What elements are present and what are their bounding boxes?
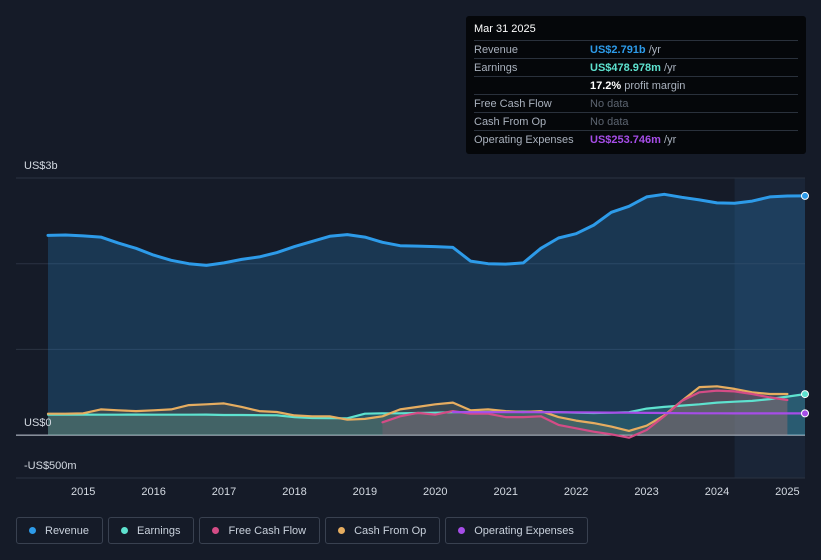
tooltip-row-opex: Operating Expenses US$253.746m /yr <box>474 131 798 148</box>
tooltip-label: Cash From Op <box>474 115 547 128</box>
x-tick-label: 2018 <box>282 486 306 498</box>
free-cash-flow-area <box>382 390 788 438</box>
tooltip-row-cfo: Cash From Op No data <box>474 113 798 131</box>
revenue-dot-icon <box>29 527 36 534</box>
tooltip-row-fcf: Free Cash Flow No data <box>474 95 798 113</box>
tooltip-label: Revenue <box>474 43 519 56</box>
legend-label: Revenue <box>45 524 90 537</box>
free-cash-flow-line <box>381 389 789 439</box>
earnings-end-marker <box>801 390 809 399</box>
x-tick-label: 2017 <box>212 486 236 498</box>
x-tick-label: 2024 <box>705 486 729 498</box>
legend-label: Operating Expenses <box>474 524 574 537</box>
legend-item-revenue[interactable]: Revenue <box>16 517 104 544</box>
tooltip-date: Mar 31 2025 <box>474 23 798 41</box>
legend-label: Cash From Op <box>354 524 427 537</box>
tooltip-value: No data <box>590 115 629 128</box>
revenue-line <box>46 192 807 267</box>
legend-item-cash-from-op[interactable]: Cash From Op <box>325 517 441 544</box>
tooltip-suffix: /yr <box>645 43 661 56</box>
chart-legend: Revenue Earnings Free Cash Flow Cash Fro… <box>16 517 588 544</box>
legend-label: Earnings <box>137 524 181 537</box>
y-axis-label-top: US$3b <box>24 160 58 172</box>
tooltip-row-revenue: Revenue US$2.791b /yr <box>474 41 798 59</box>
revenue-area <box>48 194 805 436</box>
y-axis-label-zero: US$0 <box>24 417 52 429</box>
legend-item-operating-expenses[interactable]: Operating Expenses <box>445 517 588 544</box>
x-tick-label: 2019 <box>353 486 377 498</box>
revenue-end-marker <box>801 191 809 200</box>
free-cash-flow-dot-icon <box>212 527 220 534</box>
tooltip-label: Free Cash Flow <box>474 97 552 110</box>
tooltip-value: US$478.978m <box>590 61 661 74</box>
tooltip-value: No data <box>590 97 629 110</box>
x-tick-label: 2021 <box>493 486 517 498</box>
earnings-dot-icon <box>121 527 129 534</box>
legend-label: Free Cash Flow <box>228 524 307 537</box>
x-tick-label: 2023 <box>634 486 658 498</box>
tooltip-label: Earnings <box>474 61 518 74</box>
x-tick-label: 2015 <box>71 486 95 498</box>
tooltip-panel: Mar 31 2025 Revenue US$2.791b /yr Earnin… <box>466 16 806 154</box>
legend-item-free-cash-flow[interactable]: Free Cash Flow <box>199 517 321 544</box>
x-tick-label: 2022 <box>564 486 588 498</box>
tooltip-suffix: /yr <box>660 133 677 146</box>
tooltip-label: Operating Expenses <box>474 133 574 146</box>
forecast-band <box>734 178 805 478</box>
x-tick-label: 2020 <box>423 486 447 498</box>
tooltip-row-earnings: Earnings US$478.978m /yr <box>474 59 798 77</box>
tooltip-suffix: profit margin <box>621 79 686 92</box>
tooltip-value: 17.2% <box>590 79 622 92</box>
legend-item-earnings[interactable]: Earnings <box>108 517 195 544</box>
tooltip-suffix: /yr <box>660 61 677 74</box>
x-tick-label: 2016 <box>141 486 165 498</box>
tooltip-value: US$253.746m <box>590 133 661 146</box>
cash-from-op-dot-icon <box>338 527 346 534</box>
operating-expenses-line <box>451 410 807 415</box>
tooltip-row-margin: 17.2% profit margin <box>474 77 798 95</box>
financial-chart: 2015 2016 2017 2018 2019 2020 2021 2022 2023 2024… <box>16 177 809 498</box>
operating-expenses-dot-icon <box>458 527 466 534</box>
tooltip-value: US$2.791b <box>590 43 646 56</box>
x-tick-label: 2025 <box>775 486 799 498</box>
cash-from-op-area <box>48 386 788 436</box>
y-axis-label-bottom: -US$500m <box>24 460 77 472</box>
operating-expenses-end-marker <box>801 409 809 418</box>
